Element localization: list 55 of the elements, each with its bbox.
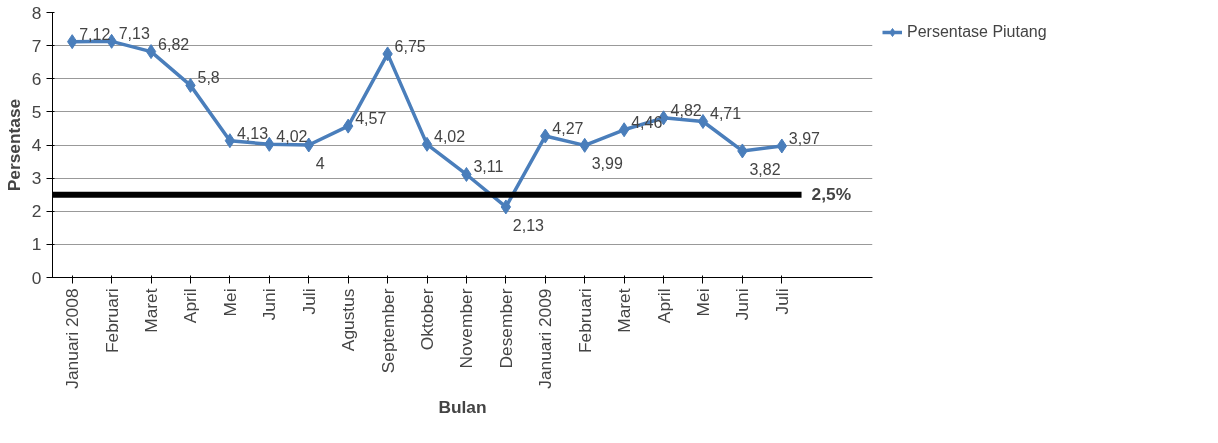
data-label: 3,97: [788, 129, 821, 147]
y-tick-label: 1: [31, 234, 42, 255]
data-label: 4,02: [434, 128, 466, 146]
ref-line-label: 2,5%: [811, 183, 852, 204]
x-tick-label: Oktober: [417, 288, 438, 351]
point: [618, 122, 630, 138]
x-tick-label: Agustus: [338, 288, 359, 352]
data-label: 4,82: [670, 101, 702, 119]
point: [224, 133, 236, 149]
x-tick-label: November: [456, 288, 477, 369]
data-label: 3,99: [591, 155, 623, 173]
y-tick-label: 4: [31, 135, 42, 155]
y-tick-label: 3: [31, 168, 42, 189]
x-tick-label: April: [180, 288, 201, 324]
point: [421, 136, 433, 152]
data-label: 7,12: [79, 25, 111, 43]
x-tick-label: Januari 2009: [535, 288, 556, 389]
y-axis-title: Persentase: [3, 98, 24, 192]
data-label: 5,8: [197, 69, 220, 87]
y-tick-label: 0: [31, 267, 42, 288]
data-label: 6,82: [158, 35, 190, 53]
y-tick-label: 2: [31, 201, 42, 222]
point: [500, 199, 512, 215]
x-tick-label: September: [377, 288, 398, 374]
data-label: 4: [315, 155, 325, 172]
y-tick-label: 7: [31, 35, 42, 56]
x-tick-label: Februari: [101, 288, 122, 354]
y-tick-label: 6: [31, 68, 42, 89]
x-tick-label: Desember: [495, 288, 516, 369]
x-tick-label: April: [653, 288, 674, 324]
data-label: 3,11: [473, 158, 504, 176]
point: [145, 44, 157, 60]
data-label: 2,13: [512, 216, 545, 234]
data-label: 7,13: [118, 25, 150, 43]
x-tick-label: Juni: [732, 288, 753, 321]
x-tick-label: Maret: [614, 288, 635, 333]
x-tick-label: Juni: [259, 288, 280, 321]
y-tick-label: 5: [31, 101, 42, 122]
data-label: 3,82: [749, 160, 781, 178]
x-tick-label: Juli: [771, 288, 792, 315]
x-tick-label: Januari 2008: [62, 288, 83, 389]
data-label: 4,02: [276, 128, 308, 146]
y-tick-label: 8: [31, 2, 42, 23]
data-label: 4,27: [552, 120, 584, 138]
x-tick-label: Maret: [141, 288, 162, 333]
data-label: 4,13: [236, 124, 269, 142]
data-label: 4,71: [709, 105, 742, 123]
x-tick-label: Februari: [574, 288, 595, 354]
x-tick-label: Juli: [298, 288, 319, 315]
legend-label: Persentase Piutang: [907, 23, 1047, 41]
x-tick-label: Mei: [219, 288, 240, 317]
data-label: 4,57: [355, 110, 387, 128]
x-tick-label: Mei: [692, 288, 713, 317]
x-axis-title: Bulan: [438, 396, 487, 417]
data-label: 6,75: [394, 37, 426, 55]
